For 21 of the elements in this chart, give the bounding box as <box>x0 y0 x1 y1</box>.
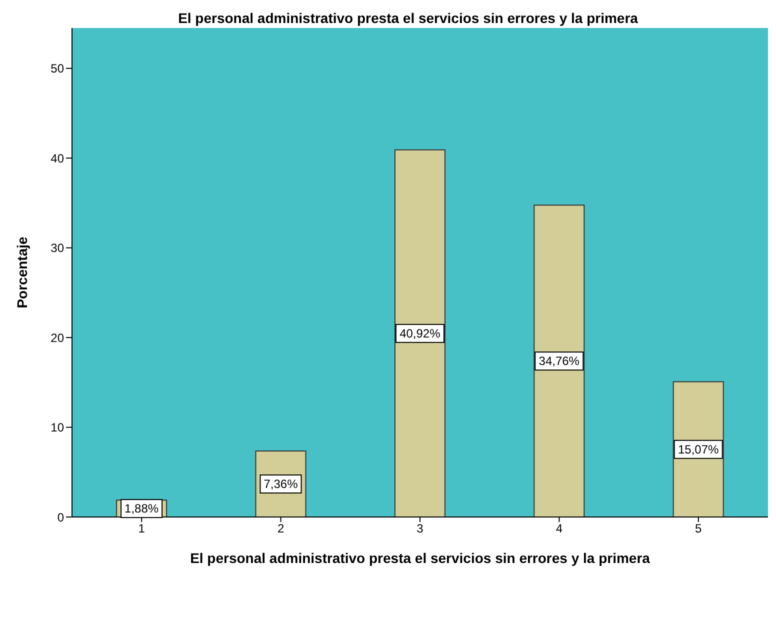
data-label: 15,07% <box>678 442 720 456</box>
x-tick-label: 2 <box>277 522 284 536</box>
x-tick-label: 5 <box>695 522 702 536</box>
data-label: 34,76% <box>538 354 580 368</box>
bar <box>534 204 585 517</box>
y-tick-label: 20 <box>50 330 64 345</box>
y-tick-label: 50 <box>50 62 64 76</box>
y-tick-label: 30 <box>50 241 64 256</box>
y-tick-label: 0 <box>57 510 64 524</box>
x-tick-label: 1 <box>138 522 146 536</box>
chart-title: El personal administrativo presta el servicios sin errores y la primera <box>178 10 638 26</box>
bar <box>394 149 446 517</box>
x-tick-label: 3 <box>416 522 424 536</box>
data-label: 7,36% <box>264 476 298 491</box>
data-label: 1,88% <box>124 502 159 516</box>
y-tick-label: 10 <box>50 420 64 435</box>
y-axis-title: Porcentaje <box>14 236 30 308</box>
x-axis-title: El personal administrativo presta el servicios sin errores y la primera <box>190 550 650 566</box>
y-tick-label: 40 <box>50 151 64 166</box>
x-tick-label: 4 <box>556 522 563 536</box>
data-label: 40,92% <box>400 326 441 340</box>
